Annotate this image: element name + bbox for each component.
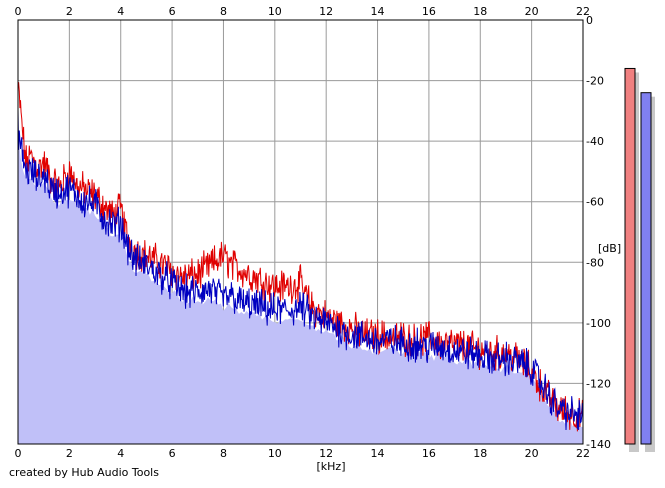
credit-text: created by Hub Audio Tools xyxy=(9,466,159,479)
x-tick-label-top-5: 10 xyxy=(268,5,282,18)
y-tick-label-3: -60 xyxy=(586,196,604,209)
x-tick-label-bottom-2: 4 xyxy=(117,447,124,460)
y-tick-label-1: -20 xyxy=(586,75,604,88)
spectrum-fill-area xyxy=(18,131,583,444)
x-tick-label-bottom-8: 16 xyxy=(422,447,436,460)
x-tick-label-top-7: 14 xyxy=(371,5,385,18)
y-tick-label-4: -80 xyxy=(586,256,604,269)
level-meter-right xyxy=(640,92,652,445)
x-tick-label-top-2: 4 xyxy=(117,5,124,18)
y-tick-label-0: 0 xyxy=(586,14,593,27)
x-tick-label-top-1: 2 xyxy=(66,5,73,18)
plot-frame xyxy=(17,19,584,445)
x-tick-label-top-10: 20 xyxy=(525,5,539,18)
x-tick-label-bottom-7: 14 xyxy=(371,447,385,460)
x-tick-label-bottom-11: 22 xyxy=(576,447,590,460)
x-tick-label-top-4: 8 xyxy=(220,5,227,18)
y-tick-label-6: -120 xyxy=(586,377,611,390)
x-tick-label-bottom-6: 12 xyxy=(319,447,333,460)
x-tick-label-top-0: 0 xyxy=(15,5,22,18)
x-tick-label-top-6: 12 xyxy=(319,5,333,18)
x-tick-label-bottom-10: 20 xyxy=(525,447,539,460)
y-tick-label-5: -100 xyxy=(586,317,611,330)
x-tick-label-top-3: 6 xyxy=(169,5,176,18)
x-tick-label-bottom-1: 2 xyxy=(66,447,73,460)
x-tick-label-bottom-4: 8 xyxy=(220,447,227,460)
x-tick-label-top-9: 18 xyxy=(473,5,487,18)
y-tick-label-2: -40 xyxy=(586,135,604,148)
y-tick-label-7: -140 xyxy=(586,438,611,451)
x-tick-label-top-8: 16 xyxy=(422,5,436,18)
y-axis-label: [dB] xyxy=(598,242,621,255)
x-tick-label-bottom-5: 10 xyxy=(268,447,282,460)
x-tick-label-bottom-9: 18 xyxy=(473,447,487,460)
series-line-blue xyxy=(17,109,584,431)
level-meter-left xyxy=(624,67,636,445)
x-tick-label-bottom-0: 0 xyxy=(15,447,22,460)
x-tick-label-top-11: 22 xyxy=(576,5,590,18)
x-axis-label: [kHz] xyxy=(317,460,346,473)
x-tick-label-bottom-3: 6 xyxy=(169,447,176,460)
